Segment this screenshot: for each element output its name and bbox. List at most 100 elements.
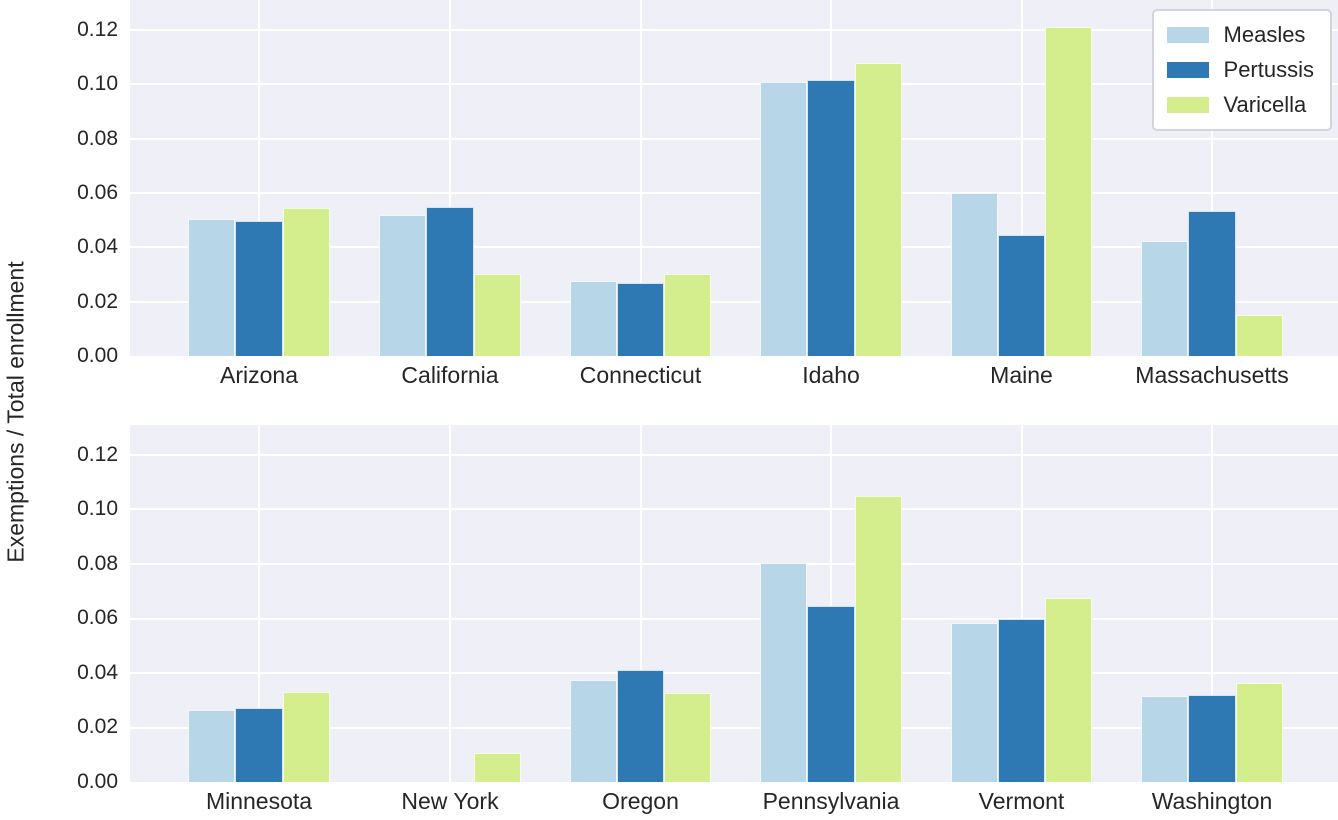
bar-varicella bbox=[854, 62, 902, 356]
bar-measles bbox=[188, 218, 236, 356]
x-gridline bbox=[449, 425, 451, 782]
x-tick-label: Minnesota bbox=[205, 788, 313, 814]
x-tick-label: California bbox=[401, 362, 499, 388]
x-gridline bbox=[830, 425, 832, 782]
x-gridline bbox=[1211, 0, 1213, 356]
y-tick-label: 0.10 bbox=[77, 72, 118, 96]
y-tick-label: 0.02 bbox=[77, 715, 118, 739]
bar-varicella bbox=[664, 274, 712, 356]
bar-measles bbox=[950, 622, 998, 782]
x-gridline bbox=[258, 0, 260, 356]
legend-label: Measles bbox=[1223, 22, 1306, 47]
y-tick-label: 0.12 bbox=[77, 442, 118, 466]
x-tick-label: Vermont bbox=[978, 788, 1065, 814]
bar-group-california bbox=[379, 206, 521, 356]
y-gridline bbox=[130, 453, 1338, 456]
y-tick-label: 0.00 bbox=[77, 770, 118, 793]
y-gridline bbox=[130, 672, 1338, 674]
bar-varicella bbox=[473, 753, 521, 782]
y-gridline bbox=[130, 191, 1338, 194]
y-gridline bbox=[130, 726, 1338, 729]
bar-varicella bbox=[1235, 682, 1283, 782]
bar-varicella bbox=[854, 495, 902, 782]
x-gridline bbox=[639, 425, 642, 782]
legend-entry-varicella: Varicella bbox=[1166, 92, 1314, 118]
bar-varicella bbox=[1235, 315, 1283, 356]
y-tick-label: 0.04 bbox=[77, 235, 118, 259]
bar-measles bbox=[379, 214, 427, 356]
x-tick-label: Massachusetts bbox=[1135, 362, 1289, 388]
bar-pertussis bbox=[616, 670, 665, 782]
y-gridline bbox=[130, 563, 1338, 565]
y-tick-label: 0.00 bbox=[77, 344, 118, 367]
y-tick-label: 0.08 bbox=[77, 551, 118, 575]
bar-group-pennsylvania bbox=[760, 495, 902, 782]
x-tick-label: Pennsylvania bbox=[762, 788, 900, 814]
bar-group-arizona bbox=[188, 207, 330, 356]
bar-group-washington bbox=[1141, 682, 1283, 782]
x-tick-label: Maine bbox=[990, 362, 1053, 388]
y-gridline bbox=[130, 28, 1338, 31]
bar-measles bbox=[760, 562, 808, 782]
bar-group-vermont bbox=[950, 598, 1093, 782]
plot-area bbox=[130, 425, 1338, 782]
bar-group-new-york bbox=[379, 753, 521, 782]
x-tick-label: Arizona bbox=[220, 362, 298, 388]
x-gridline bbox=[1211, 425, 1213, 782]
bar-pertussis bbox=[807, 606, 855, 782]
bar-measles bbox=[188, 709, 236, 782]
bar-pertussis bbox=[235, 221, 283, 356]
bar-measles bbox=[950, 192, 998, 356]
bar-varicella bbox=[1045, 27, 1093, 356]
x-tick-label: Oregon bbox=[602, 788, 679, 814]
legend-label: Varicella bbox=[1223, 92, 1307, 117]
y-tick-label: 0.08 bbox=[77, 126, 118, 150]
y-tick-label: 0.10 bbox=[77, 497, 118, 521]
y-gridline bbox=[130, 83, 1338, 86]
legend-entry-measles: Measles bbox=[1166, 22, 1314, 48]
x-tick-label: Connecticut bbox=[579, 362, 702, 388]
bar-varicella bbox=[282, 207, 330, 356]
x-gridline bbox=[1020, 425, 1023, 782]
y-tick-label: 0.04 bbox=[77, 660, 118, 684]
x-gridline bbox=[449, 0, 451, 356]
x-gridline bbox=[639, 0, 642, 356]
bar-group-massachusetts bbox=[1141, 210, 1283, 356]
bar-pertussis bbox=[807, 80, 855, 356]
subplot-top: 0.00 0.02 0.04 0.06 0.08 0.10 0.12 Arizona Calif… bbox=[0, 0, 1338, 396]
bar-group-minnesota bbox=[188, 692, 330, 782]
x-gridline bbox=[258, 425, 260, 782]
bar-varicella bbox=[1045, 598, 1093, 782]
subplot-bottom: 0.00 0.02 0.04 0.06 0.08 0.10 0.12 Minnesota New… bbox=[0, 425, 1338, 820]
bar-varicella bbox=[473, 274, 521, 356]
y-gridline bbox=[130, 300, 1338, 303]
bar-pertussis bbox=[1188, 694, 1236, 782]
bar-varicella bbox=[282, 692, 330, 782]
bar-pertussis bbox=[235, 708, 283, 782]
bar-group-idaho bbox=[760, 62, 902, 356]
y-gridline bbox=[130, 508, 1338, 511]
bar-group-maine bbox=[950, 27, 1093, 356]
bar-measles bbox=[569, 281, 617, 356]
y-gridline bbox=[130, 137, 1338, 140]
bar-group-connecticut bbox=[569, 274, 712, 356]
x-tick-label: Idaho bbox=[802, 362, 860, 388]
bar-pertussis bbox=[616, 282, 665, 356]
y-tick-label: 0.06 bbox=[77, 606, 118, 630]
legend-swatch-varicella-icon bbox=[1166, 97, 1209, 113]
bar-pertussis bbox=[997, 618, 1046, 782]
legend: Measles Pertussis Varicella bbox=[1151, 9, 1332, 131]
x-tick-label: New York bbox=[401, 788, 499, 814]
legend-label: Pertussis bbox=[1223, 57, 1314, 82]
bar-measles bbox=[760, 81, 808, 356]
y-tick-label: 0.02 bbox=[77, 289, 118, 313]
y-gridline bbox=[130, 246, 1338, 249]
bar-pertussis bbox=[1188, 210, 1236, 356]
bar-measles bbox=[569, 679, 617, 782]
x-gridline bbox=[1020, 0, 1023, 356]
y-tick-label: 0.12 bbox=[77, 17, 118, 41]
bar-measles bbox=[1141, 696, 1189, 782]
bar-pertussis bbox=[426, 206, 474, 356]
legend-entry-pertussis: Pertussis bbox=[1166, 57, 1314, 83]
